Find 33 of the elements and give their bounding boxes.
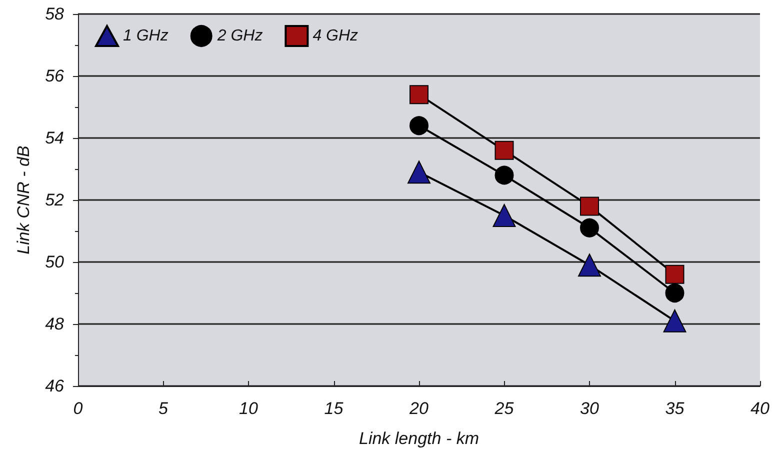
y-tick-label: 50 xyxy=(45,252,65,272)
y-tick-label: 52 xyxy=(45,190,65,210)
point xyxy=(410,85,428,104)
x-tick-label: 20 xyxy=(408,399,429,418)
y-tick-label: 58 xyxy=(45,4,65,24)
point xyxy=(578,254,601,277)
x-tick-label: 0 xyxy=(73,399,84,418)
x-tick-label: 5 xyxy=(158,399,169,418)
y-tick-label: 46 xyxy=(45,376,65,396)
x-tick-label: 15 xyxy=(324,399,344,418)
x-tick-label: 30 xyxy=(580,399,600,418)
point xyxy=(492,204,516,227)
x-tick-label: 25 xyxy=(494,399,514,418)
y-tick-label: 54 xyxy=(45,128,64,148)
point xyxy=(494,140,514,160)
x-tick-label: 40 xyxy=(750,399,770,418)
legend-label: 1 GHz xyxy=(123,28,168,44)
point xyxy=(580,218,599,238)
y-tick-label: 56 xyxy=(45,66,65,86)
legend-label: 4 GHz xyxy=(312,28,358,44)
x-tick-label: 10 xyxy=(239,399,258,418)
point xyxy=(663,309,686,332)
x-axis-title: Link length - km xyxy=(359,429,479,448)
point xyxy=(410,116,428,136)
point xyxy=(408,160,430,184)
point xyxy=(580,196,599,216)
y-tick-label: 48 xyxy=(45,314,65,334)
point xyxy=(665,284,684,302)
point xyxy=(494,166,514,185)
y-axis-title: Link CNR - dB xyxy=(14,146,33,254)
point xyxy=(665,264,684,284)
x-tick-label: 35 xyxy=(665,399,685,418)
legend-label: 2 GHz xyxy=(216,28,263,44)
